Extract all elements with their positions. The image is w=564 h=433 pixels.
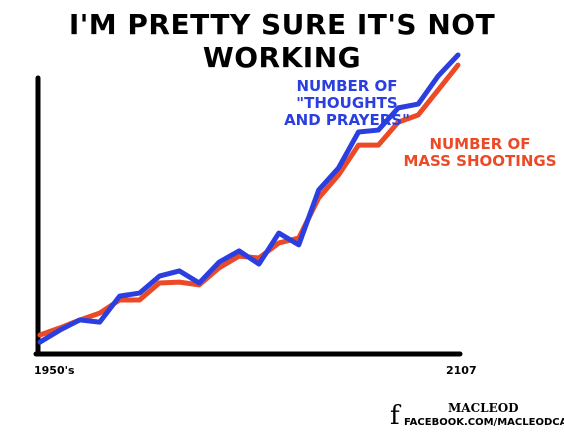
x-tick-label: 2107 [446,364,477,377]
series-label: NUMBER OF MASS SHOOTINGS [403,135,557,170]
signature: MACLEOD [448,401,519,415]
chart-title: I'M PRETTY SURE IT'S NOT WORKING [68,8,496,74]
series-label: NUMBER OF "THOUGHTS AND PRAYERS" [284,77,410,129]
x-tick-label: 1950's [34,364,75,377]
facebook-icon: f [390,401,402,431]
series-line [37,52,461,345]
footer: FACEBOOK.COM/MACLEODCARTOONS [404,417,564,428]
